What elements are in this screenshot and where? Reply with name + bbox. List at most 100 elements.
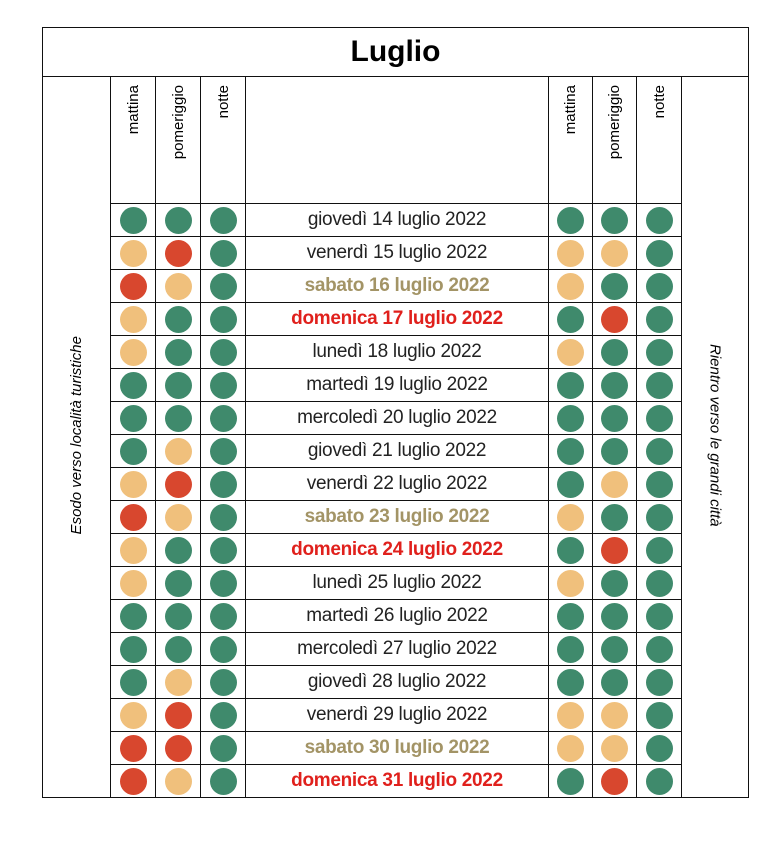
traffic-dot xyxy=(557,404,584,432)
traffic-dot xyxy=(164,437,192,465)
status-cell xyxy=(592,665,637,699)
traffic-dot xyxy=(119,404,147,432)
status-cell xyxy=(548,764,593,798)
status-cell xyxy=(548,269,593,303)
status-cell xyxy=(592,632,637,666)
traffic-dot xyxy=(645,734,673,762)
status-cell xyxy=(110,764,156,798)
day-row: venerdì 29 luglio 2022 xyxy=(43,698,749,732)
status-cell xyxy=(592,335,637,369)
status-cell xyxy=(592,566,637,600)
traffic-dot xyxy=(601,635,628,663)
traffic-dot xyxy=(645,404,673,432)
status-cell xyxy=(636,764,682,798)
day-row: giovedì 14 luglio 2022 xyxy=(43,203,749,237)
traffic-dot xyxy=(164,404,192,432)
date: giovedì 14 luglio 2022 xyxy=(245,203,549,237)
traffic-dot xyxy=(645,767,673,795)
day-row: domenica 17 luglio 2022 xyxy=(43,302,749,336)
traffic-dot xyxy=(601,536,628,564)
status-cell xyxy=(155,731,201,765)
traffic-dot xyxy=(601,305,628,333)
status-cell xyxy=(636,335,682,369)
traffic-dot xyxy=(601,734,628,762)
traffic-dot xyxy=(601,437,628,465)
status-cell xyxy=(200,467,246,501)
traffic-dot xyxy=(557,272,584,300)
traffic-dot xyxy=(119,338,147,366)
status-cell xyxy=(636,599,682,633)
status-cell xyxy=(548,203,593,237)
traffic-dot xyxy=(164,602,192,630)
left-label: Esodo verso località turistiche xyxy=(68,335,85,535)
status-cell xyxy=(636,236,682,270)
right-label-cell: Rientro verso le grandi città xyxy=(681,76,749,798)
traffic-dot xyxy=(164,701,192,729)
status-cell xyxy=(200,632,246,666)
traffic-dot xyxy=(209,635,237,663)
day-row: domenica 24 luglio 2022 xyxy=(43,533,749,567)
status-cell xyxy=(155,764,201,798)
column-header: notte xyxy=(214,85,232,119)
traffic-dot xyxy=(209,701,237,729)
status-cell xyxy=(592,698,637,732)
traffic-dot xyxy=(209,272,237,300)
traffic-dot xyxy=(645,602,673,630)
status-cell xyxy=(548,731,593,765)
traffic-dot xyxy=(645,239,673,267)
status-cell xyxy=(110,236,156,270)
day-row: giovedì 21 luglio 2022 xyxy=(43,434,749,468)
traffic-dot xyxy=(601,668,628,696)
status-cell xyxy=(548,368,593,402)
status-cell xyxy=(636,566,682,600)
status-cell xyxy=(155,632,201,666)
calendar-table: Luglio Esodo verso località turistiche ma… xyxy=(42,27,749,798)
traffic-dot xyxy=(209,437,237,465)
traffic-dot xyxy=(645,569,673,597)
status-cell xyxy=(200,698,246,732)
date: venerdì 29 luglio 2022 xyxy=(245,698,549,732)
status-cell xyxy=(636,467,682,501)
status-cell xyxy=(548,566,593,600)
status-cell xyxy=(548,632,593,666)
status-cell xyxy=(200,269,246,303)
traffic-dot xyxy=(645,668,673,696)
traffic-dot xyxy=(209,404,237,432)
status-cell xyxy=(155,269,201,303)
status-cell xyxy=(110,533,156,567)
status-cell xyxy=(110,632,156,666)
day-row: giovedì 28 luglio 2022 xyxy=(43,665,749,699)
traffic-dot xyxy=(164,338,192,366)
traffic-dot xyxy=(601,569,628,597)
status-cell xyxy=(200,665,246,699)
day-row: sabato 30 luglio 2022 xyxy=(43,731,749,765)
day-row: mercoledì 20 luglio 2022 xyxy=(43,401,749,435)
status-cell xyxy=(636,302,682,336)
date: domenica 31 luglio 2022 xyxy=(245,764,549,798)
traffic-dot xyxy=(645,371,673,399)
traffic-dot xyxy=(645,272,673,300)
day-row: venerdì 22 luglio 2022 xyxy=(43,467,749,501)
traffic-dot xyxy=(119,701,147,729)
traffic-dot xyxy=(119,272,147,300)
status-cell xyxy=(110,665,156,699)
status-cell xyxy=(110,335,156,369)
traffic-dot xyxy=(601,701,628,729)
traffic-dot xyxy=(601,404,628,432)
traffic-dot xyxy=(209,569,237,597)
header-blank xyxy=(245,76,549,204)
status-cell xyxy=(110,401,156,435)
column-header: notte xyxy=(650,85,668,119)
status-cell xyxy=(200,599,246,633)
traffic-dot xyxy=(209,305,237,333)
traffic-dot xyxy=(645,305,673,333)
status-cell xyxy=(592,533,637,567)
status-cell xyxy=(548,335,593,369)
traffic-dot xyxy=(164,470,192,498)
day-row: martedì 19 luglio 2022 xyxy=(43,368,749,402)
status-cell xyxy=(636,401,682,435)
traffic-dot xyxy=(209,470,237,498)
status-cell xyxy=(110,203,156,237)
traffic-dot xyxy=(557,305,584,333)
date: martedì 19 luglio 2022 xyxy=(245,368,549,402)
